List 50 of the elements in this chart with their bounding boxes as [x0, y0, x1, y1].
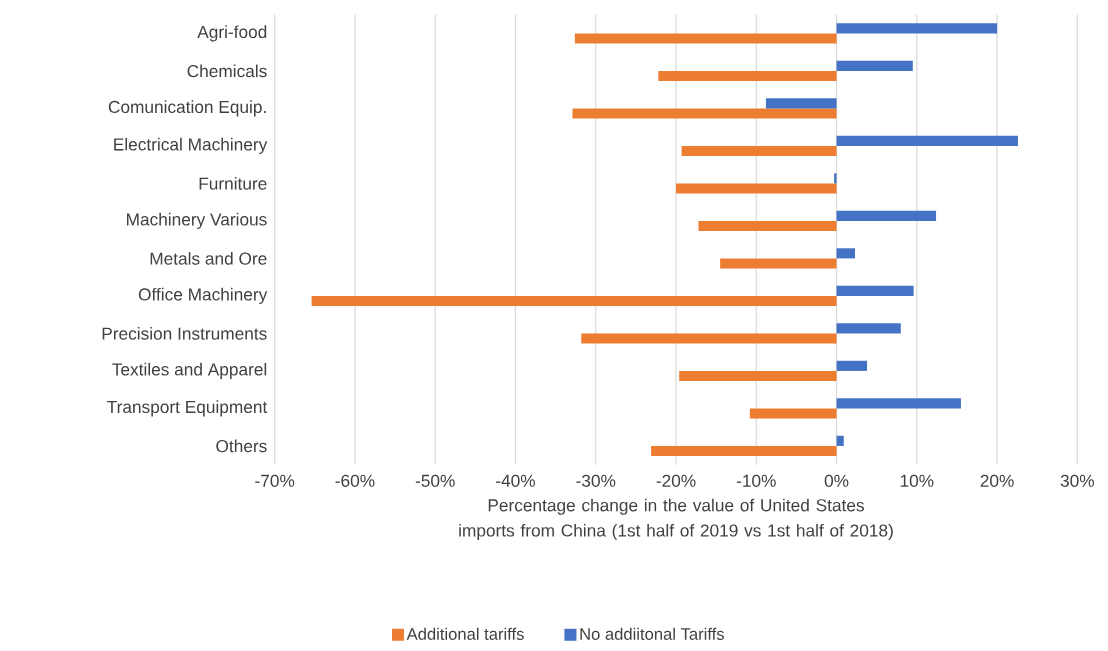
x-axis-title: Percentage change in the value of United States imports from China (1st half of 2019 vs 1st half of 2018) [459, 498, 893, 541]
y-tick-label: Metals and Ore [150, 252, 267, 265]
bar [836, 60, 913, 72]
bar [698, 221, 837, 232]
bar [836, 23, 998, 34]
y-tick-label: Office Machinery [138, 288, 268, 305]
bar [836, 323, 901, 334]
bar [679, 371, 837, 382]
x-tick-label: -20% [656, 474, 696, 488]
bar [836, 398, 961, 409]
y-tick-label: Transport Equipment [107, 400, 268, 417]
x-tick-label: -30% [576, 474, 616, 488]
y-tick-label: Precision Instruments [102, 327, 267, 340]
y-tick-label: Others [216, 439, 267, 453]
x-tick-label: -40% [496, 474, 536, 488]
y-tick-label: Chemicals [187, 64, 267, 78]
legend-label: Additional tariffs [406, 627, 524, 641]
x-tick-label: 0% [824, 474, 849, 488]
bar [765, 98, 837, 109]
bar [836, 248, 856, 259]
x-tick-label: -60% [335, 474, 375, 488]
legend-label: No addiitonal Tariffs [580, 627, 724, 641]
y-tick-label: Machinery Various [127, 213, 267, 230]
bar [836, 135, 1018, 147]
bar [572, 108, 837, 119]
x-tick-label: 20% [980, 474, 1014, 488]
bar [658, 71, 837, 82]
y-tick-label: Agri-food [197, 25, 267, 42]
y-tick-label: Comunication Equip. [108, 100, 266, 117]
x-tick-label: -50% [415, 474, 455, 488]
bar [836, 210, 937, 222]
bar [311, 296, 837, 307]
bar [681, 146, 837, 157]
x-tick-label: 10% [900, 474, 934, 488]
bar [581, 333, 837, 344]
y-tick-label: Electrical Machinery [114, 138, 268, 155]
bar [651, 446, 837, 457]
bar [574, 33, 837, 44]
x-tick-label: -10% [736, 474, 776, 488]
y-tick-label: Textiles and Apparel [112, 363, 267, 380]
bar [836, 360, 868, 372]
bar [676, 183, 837, 194]
bar [836, 435, 844, 447]
bar [720, 258, 837, 269]
bar [836, 285, 914, 297]
bar [834, 173, 837, 184]
x-tick-label: -70% [255, 474, 295, 488]
x-tick-label: 30% [1060, 474, 1095, 488]
y-tick-label: Furniture [199, 177, 267, 190]
bar [749, 408, 837, 419]
